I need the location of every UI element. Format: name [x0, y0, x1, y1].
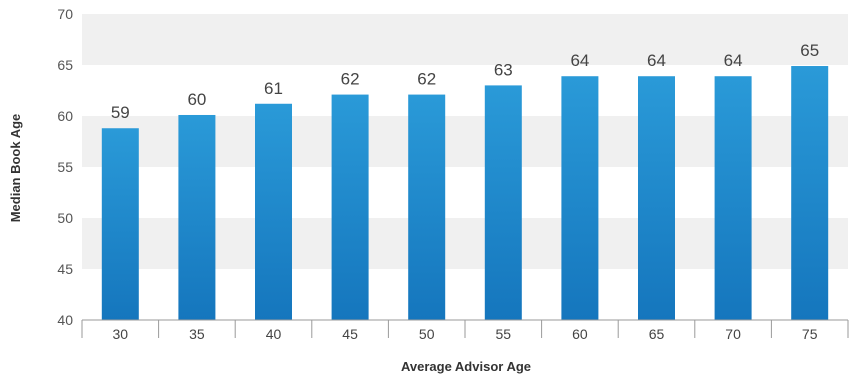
y-tick-label: 45: [57, 261, 73, 277]
x-tick-label: 30: [113, 326, 129, 342]
x-tick-label: 60: [572, 326, 588, 342]
bar: [178, 114, 216, 320]
x-axis-title: Average Advisor Age: [401, 359, 531, 374]
x-tick-label: 35: [189, 326, 205, 342]
y-axis-ticks: 40 45 50 55 60 65 70: [57, 6, 73, 328]
bar: [408, 94, 446, 320]
y-tick-label: 50: [57, 210, 73, 226]
bar: [484, 85, 522, 321]
data-labels: 59 60 61 62 62 63 64 64 64 65: [111, 41, 819, 122]
data-label: 62: [417, 70, 436, 89]
x-axis: 30 35 40 45 50 55 60 65 70 75: [81, 319, 849, 342]
y-tick-label: 65: [57, 57, 73, 73]
bar: [255, 103, 292, 320]
bar: [101, 128, 139, 320]
x-tick-label: 65: [649, 326, 665, 342]
data-label: 65: [800, 41, 819, 60]
data-label: 59: [111, 103, 130, 122]
x-tick-label: 75: [802, 326, 818, 342]
x-tick-label: 40: [266, 326, 282, 342]
data-label: 61: [264, 79, 283, 98]
y-tick-label: 60: [57, 108, 73, 124]
bar: [714, 76, 752, 320]
data-label: 64: [570, 51, 589, 70]
data-label: 64: [647, 51, 666, 70]
bars: [101, 66, 829, 321]
bar: [791, 66, 829, 321]
y-tick-label: 40: [57, 312, 73, 328]
data-label: 60: [187, 90, 206, 109]
x-tick-label: 55: [496, 326, 512, 342]
y-tick-label: 55: [57, 159, 73, 175]
data-label: 62: [341, 70, 360, 89]
x-tick-label: 45: [342, 326, 358, 342]
data-label: 63: [494, 60, 513, 79]
y-axis-title: Median Book Age: [8, 114, 23, 223]
bar: [331, 94, 369, 320]
data-label: 64: [724, 51, 743, 70]
bar: [561, 76, 599, 320]
x-tick-label: 50: [419, 326, 435, 342]
bar: [638, 76, 675, 320]
x-tick-label: 70: [725, 326, 741, 342]
grid-band: [82, 14, 848, 65]
y-tick-label: 70: [57, 6, 73, 22]
